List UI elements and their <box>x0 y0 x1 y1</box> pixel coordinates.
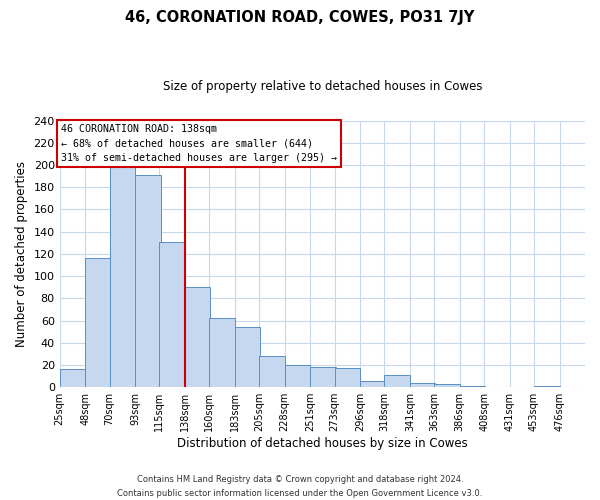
Bar <box>235 327 260 387</box>
Bar <box>209 318 235 387</box>
Bar <box>135 175 161 387</box>
Bar <box>160 242 185 387</box>
Bar <box>85 258 110 387</box>
Y-axis label: Number of detached properties: Number of detached properties <box>15 161 28 347</box>
Bar <box>185 287 211 387</box>
Text: Contains HM Land Registry data © Crown copyright and database right 2024.
Contai: Contains HM Land Registry data © Crown c… <box>118 476 482 498</box>
Bar <box>460 386 485 387</box>
Text: 46 CORONATION ROAD: 138sqm
← 68% of detached houses are smaller (644)
31% of sem: 46 CORONATION ROAD: 138sqm ← 68% of deta… <box>61 124 337 162</box>
Bar <box>534 386 560 387</box>
Bar <box>259 356 284 387</box>
Bar <box>385 375 410 387</box>
Bar <box>360 380 386 387</box>
Title: Size of property relative to detached houses in Cowes: Size of property relative to detached ho… <box>163 80 482 93</box>
Bar <box>335 368 360 387</box>
Bar <box>110 167 135 387</box>
Bar <box>410 383 436 387</box>
Text: 46, CORONATION ROAD, COWES, PO31 7JY: 46, CORONATION ROAD, COWES, PO31 7JY <box>125 10 475 25</box>
Bar <box>310 367 335 387</box>
Bar <box>59 370 85 387</box>
X-axis label: Distribution of detached houses by size in Cowes: Distribution of detached houses by size … <box>177 437 468 450</box>
Bar <box>434 384 460 387</box>
Bar <box>284 365 310 387</box>
